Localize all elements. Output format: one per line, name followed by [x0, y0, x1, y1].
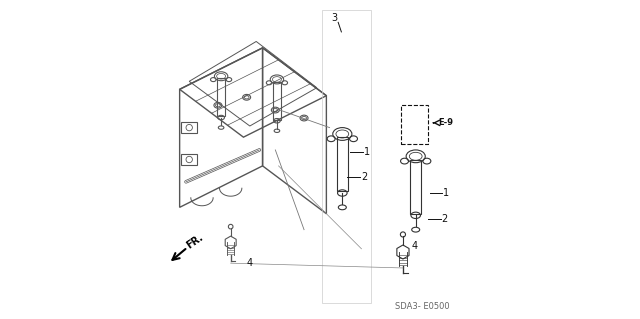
Bar [217, 78, 225, 116]
Text: SDA3- E0500: SDA3- E0500 [395, 302, 449, 311]
Text: 3: 3 [332, 13, 337, 23]
Text: 1: 1 [443, 188, 449, 198]
Bar [181, 154, 197, 165]
Bar [321, 10, 371, 303]
Text: 4: 4 [412, 241, 418, 251]
Bar [401, 105, 428, 144]
Text: 2: 2 [361, 172, 367, 182]
Bar [337, 137, 348, 191]
Text: E-9: E-9 [438, 118, 453, 127]
Bar [273, 82, 281, 120]
Bar [181, 122, 197, 133]
Text: 1: 1 [364, 146, 370, 157]
Text: 4: 4 [246, 258, 253, 268]
Text: FR.: FR. [184, 232, 205, 250]
Text: 2: 2 [442, 213, 448, 224]
Bar [410, 160, 422, 214]
